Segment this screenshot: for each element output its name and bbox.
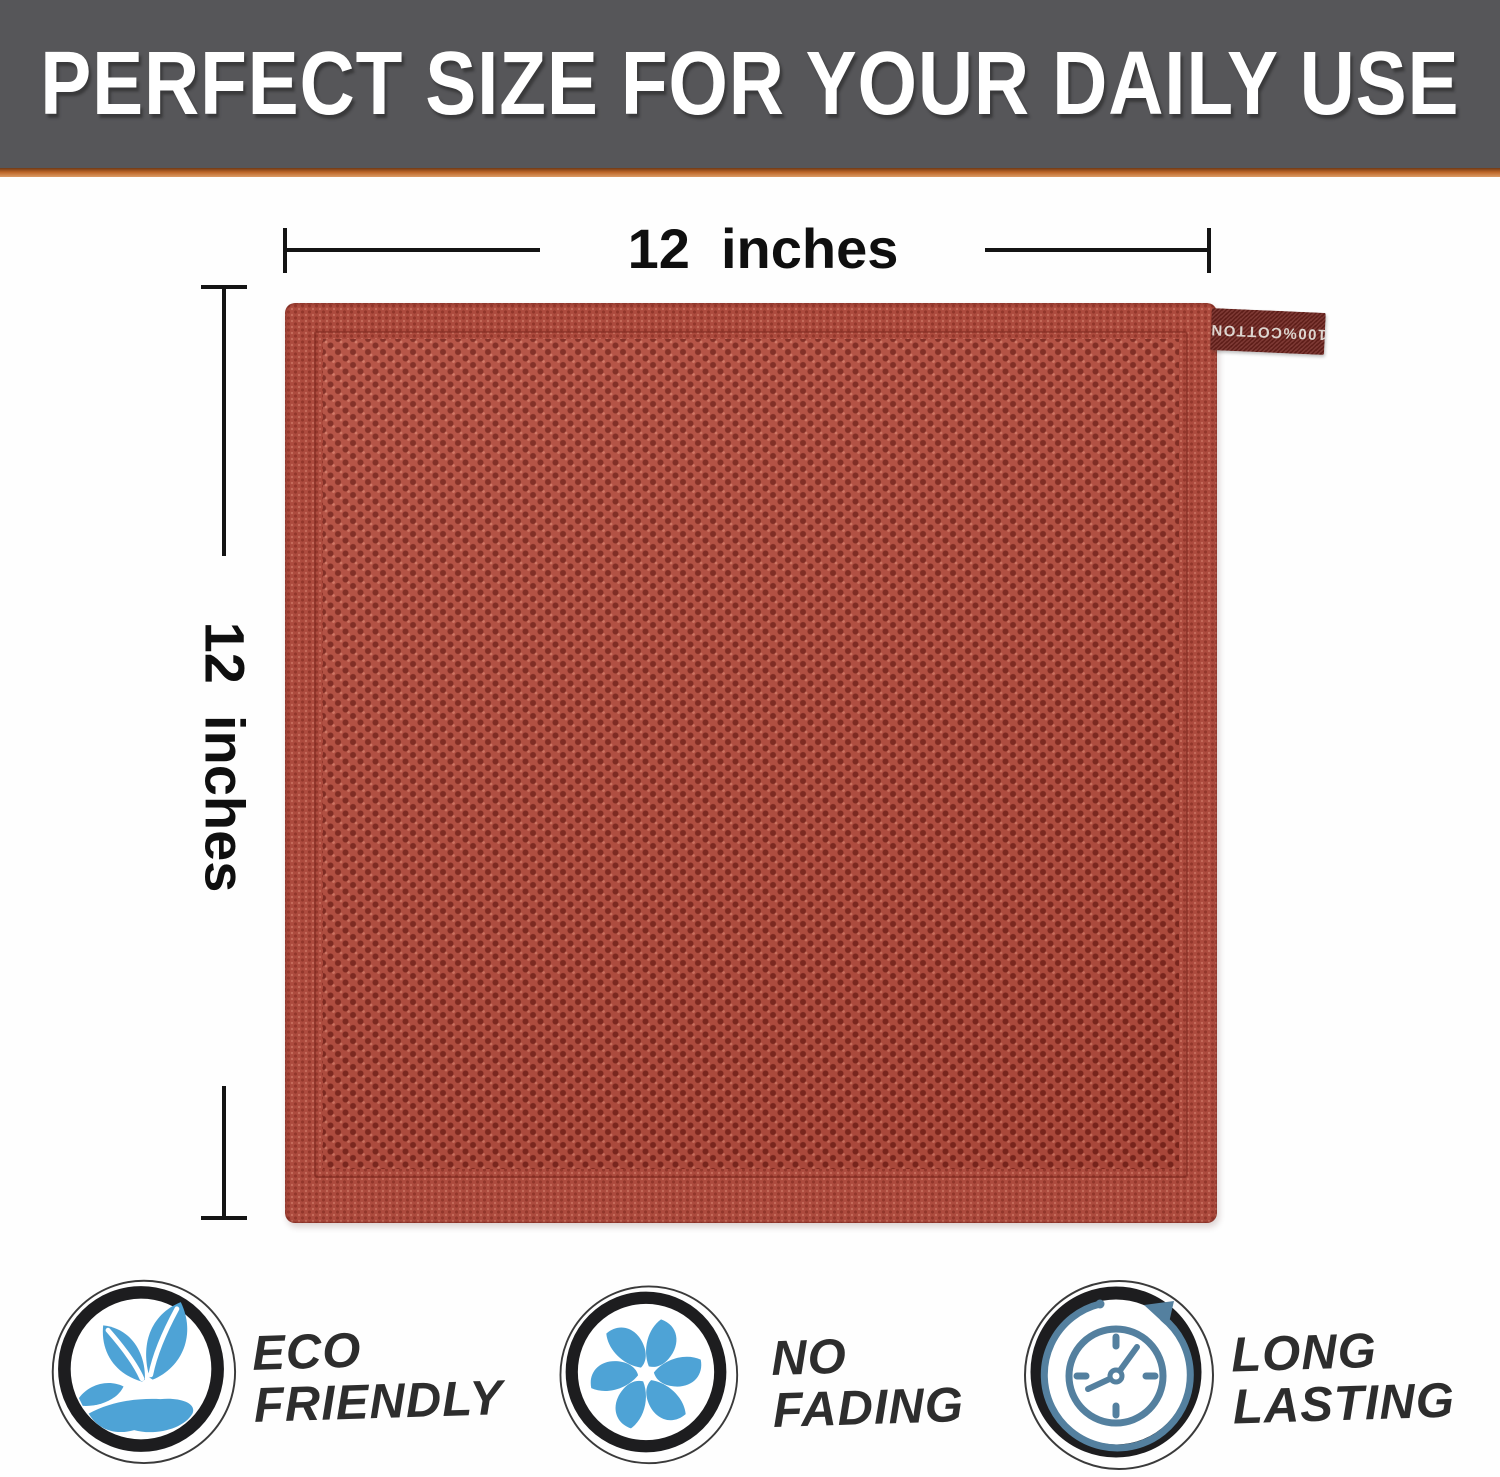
width-dim-label: 12 inches bbox=[627, 217, 899, 280]
towel-image: 100%COTTON bbox=[285, 303, 1326, 1223]
feature-line: LASTING bbox=[1232, 1373, 1456, 1435]
feature-line: FRIENDLY bbox=[253, 1371, 504, 1433]
banner-accent-line bbox=[0, 168, 1500, 177]
banner: PERFECT SIZE FOR YOUR DAILY USE bbox=[0, 0, 1500, 168]
fabric-tag-label: 100%COTTON bbox=[1209, 320, 1327, 343]
clock-refresh-icon bbox=[1024, 1280, 1214, 1470]
pinwheel-droplets-icon bbox=[559, 1285, 739, 1465]
width-dim-line-left bbox=[286, 248, 540, 252]
feature-line: NO bbox=[770, 1329, 848, 1387]
feature-line: FADING bbox=[772, 1377, 965, 1438]
height-dim-label: 12 inches bbox=[193, 621, 257, 893]
height-dim-line-bottom bbox=[222, 1086, 226, 1216]
feature-label-eco-friendly: ECO FRIENDLY bbox=[251, 1320, 504, 1433]
fabric-tag: 100%COTTON bbox=[1209, 308, 1327, 355]
feature-label-no-fading: NO FADING bbox=[770, 1327, 965, 1438]
leaf-in-hand-eco-icon bbox=[51, 1279, 237, 1465]
feature-line: LONG bbox=[1230, 1323, 1378, 1383]
banner-title: PERFECT SIZE FOR YOUR DAILY USE bbox=[40, 33, 1460, 134]
height-dim-tick-bottom bbox=[201, 1216, 247, 1220]
height-dim-line-top bbox=[222, 289, 226, 556]
feature-label-long-lasting: LONG LASTING bbox=[1230, 1323, 1456, 1435]
feature-line: ECO bbox=[251, 1323, 363, 1381]
width-dim-tick-left bbox=[283, 228, 287, 273]
width-dim-line-right bbox=[985, 248, 1211, 252]
height-dim-tick-top bbox=[201, 285, 247, 289]
towel-waffle-texture bbox=[323, 339, 1179, 1169]
